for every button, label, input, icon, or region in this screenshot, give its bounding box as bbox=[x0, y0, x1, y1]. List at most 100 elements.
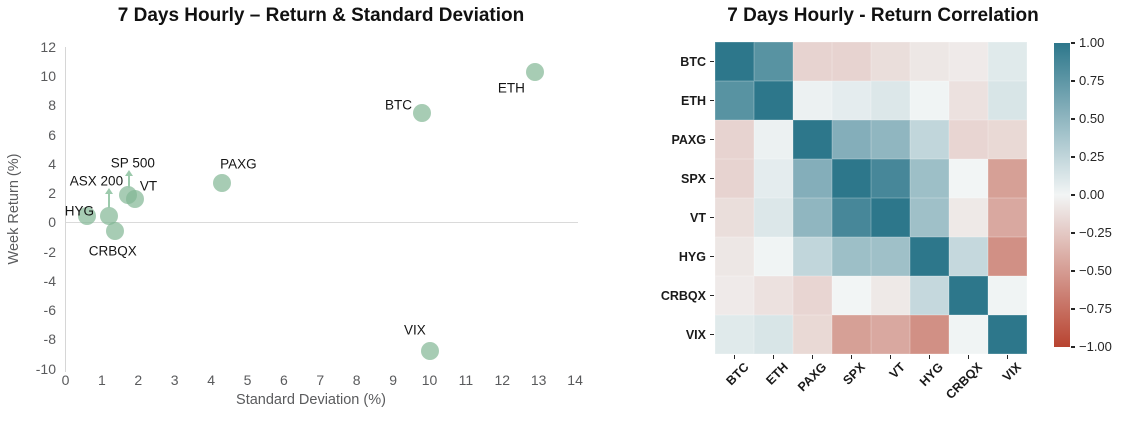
heatmap-col-label: VT bbox=[886, 360, 908, 382]
heatmap-cell bbox=[754, 198, 793, 237]
y-tick-label: -10 bbox=[35, 360, 56, 377]
colorbar-tick-label: −0.75 bbox=[1079, 301, 1112, 316]
tick-mark bbox=[889, 355, 892, 359]
heatmap-cell bbox=[988, 315, 1027, 354]
annotation-arrow bbox=[128, 174, 130, 188]
point-label-sp-500: SP 500 bbox=[110, 155, 155, 171]
heatmap-cell bbox=[988, 198, 1027, 237]
x-tick-label: 8 bbox=[352, 372, 361, 388]
scatter-title: 7 Days Hourly – Return & Standard Deviat… bbox=[117, 5, 525, 26]
tick-mark bbox=[811, 355, 814, 359]
heatmap-cell bbox=[715, 81, 754, 120]
heatmap-cell bbox=[754, 81, 793, 120]
heatmap-cell bbox=[910, 81, 949, 120]
heatmap-cell bbox=[949, 159, 988, 198]
annotation-arrow bbox=[108, 192, 110, 209]
scatter-point-paxg bbox=[213, 173, 232, 192]
heatmap-cell bbox=[832, 159, 871, 198]
heatmap-cell bbox=[910, 120, 949, 159]
tick-mark bbox=[710, 177, 714, 180]
heatmap-cell bbox=[715, 159, 754, 198]
y-axis-line bbox=[65, 47, 66, 372]
heatmap-cell bbox=[715, 120, 754, 159]
tick-mark bbox=[1071, 194, 1075, 196]
scatter-point-vix bbox=[420, 341, 439, 360]
point-label-asx-200: ASX 200 bbox=[69, 173, 124, 189]
scatter-point-btc bbox=[413, 103, 432, 122]
heatmap-col-label: HYG bbox=[917, 360, 947, 390]
x-tick-label: 0 bbox=[61, 372, 70, 388]
tick-mark bbox=[710, 60, 714, 63]
y-tick-label: 2 bbox=[48, 185, 56, 202]
colorbar-tick-label: −1.00 bbox=[1079, 339, 1112, 354]
colorbar-tick-label: 0.00 bbox=[1079, 187, 1105, 202]
heatmap-cell bbox=[949, 237, 988, 276]
y-tick-label: -8 bbox=[43, 331, 56, 348]
heatmap-col-label: SPX bbox=[840, 360, 869, 388]
scatter-chart: 7 Days Hourly – Return & Standard Deviat… bbox=[6, 5, 583, 408]
heatmap-cell bbox=[793, 276, 832, 315]
heatmap-row-label: VIX bbox=[685, 327, 706, 342]
x-tick-label: 1 bbox=[97, 372, 106, 388]
y-tick-label: -4 bbox=[43, 272, 56, 289]
x-tick-label: 9 bbox=[389, 372, 397, 388]
heatmap-cell bbox=[988, 120, 1027, 159]
colorbar bbox=[1054, 43, 1070, 347]
heatmap-cell bbox=[715, 198, 754, 237]
tick-mark bbox=[1071, 232, 1075, 234]
y-tick-label: -2 bbox=[43, 243, 56, 260]
zero-gridline bbox=[65, 222, 578, 223]
heatmap-cell bbox=[754, 315, 793, 354]
y-tick-label: 12 bbox=[40, 38, 56, 55]
scatter-point-eth bbox=[526, 63, 545, 82]
heatmap-cell bbox=[832, 198, 871, 237]
heatmap-cell bbox=[988, 276, 1027, 315]
point-label-vix: VIX bbox=[404, 322, 426, 338]
heatmap-cell bbox=[754, 120, 793, 159]
heatmap-cell bbox=[949, 42, 988, 81]
y-tick-label: -6 bbox=[43, 302, 56, 319]
scatter-point-vt bbox=[126, 189, 145, 208]
tick-mark bbox=[928, 355, 931, 359]
tick-mark bbox=[710, 99, 714, 102]
y-tick-label: 10 bbox=[40, 68, 56, 85]
heatmap-cell bbox=[988, 237, 1027, 276]
heatmap-cell bbox=[832, 315, 871, 354]
heatmap-cell bbox=[715, 237, 754, 276]
heatmap-cell bbox=[754, 276, 793, 315]
annotation-arrow-head bbox=[124, 169, 133, 176]
x-tick-label: 13 bbox=[530, 372, 547, 388]
x-tick-label: 4 bbox=[207, 372, 215, 388]
point-label-vt: VT bbox=[139, 178, 158, 194]
tick-mark bbox=[710, 333, 714, 336]
heatmap-cell bbox=[793, 81, 832, 120]
heatmap-row-label: HYG bbox=[678, 249, 706, 264]
heatmap-cell bbox=[988, 42, 1027, 81]
heatmap-cell bbox=[832, 120, 871, 159]
tick-mark bbox=[733, 355, 736, 359]
y-tick-label: 8 bbox=[48, 97, 56, 114]
colorbar-tick-label: 0.75 bbox=[1079, 73, 1105, 88]
heatmap-chart: 7 Days Hourly - Return Correlation BTC ET… bbox=[620, 0, 1131, 426]
scatter-plot-area: 12 10 8 6 4 2 0 -2 -4 -6 -8 -10 0 1 2 3 4 5 6 7 8 9 10 11 12 13 14… bbox=[35, 38, 583, 388]
tick-mark bbox=[1071, 118, 1075, 120]
tick-mark bbox=[850, 355, 853, 359]
heatmap-cell bbox=[871, 120, 910, 159]
tick-mark bbox=[710, 255, 714, 258]
heatmap-cell bbox=[793, 159, 832, 198]
point-label-btc: BTC bbox=[385, 97, 413, 113]
colorbar-tick-label: 0.50 bbox=[1079, 111, 1105, 126]
x-tick-label: 2 bbox=[134, 372, 143, 388]
colorbar-tick-label: −0.50 bbox=[1079, 263, 1112, 278]
heatmap-cell bbox=[793, 42, 832, 81]
tick-mark bbox=[1071, 308, 1075, 310]
heatmap-row-label: ETH bbox=[681, 93, 706, 108]
heatmap-cell bbox=[871, 276, 910, 315]
heatmap-cell bbox=[949, 315, 988, 354]
heatmap-cell bbox=[754, 159, 793, 198]
heatmap-cell bbox=[832, 237, 871, 276]
y-tick-label: 4 bbox=[48, 155, 56, 172]
heatmap-cell bbox=[910, 315, 949, 354]
heatmap-col-label: PAXG bbox=[795, 360, 830, 395]
heatmap-row-label: VT bbox=[690, 210, 706, 225]
